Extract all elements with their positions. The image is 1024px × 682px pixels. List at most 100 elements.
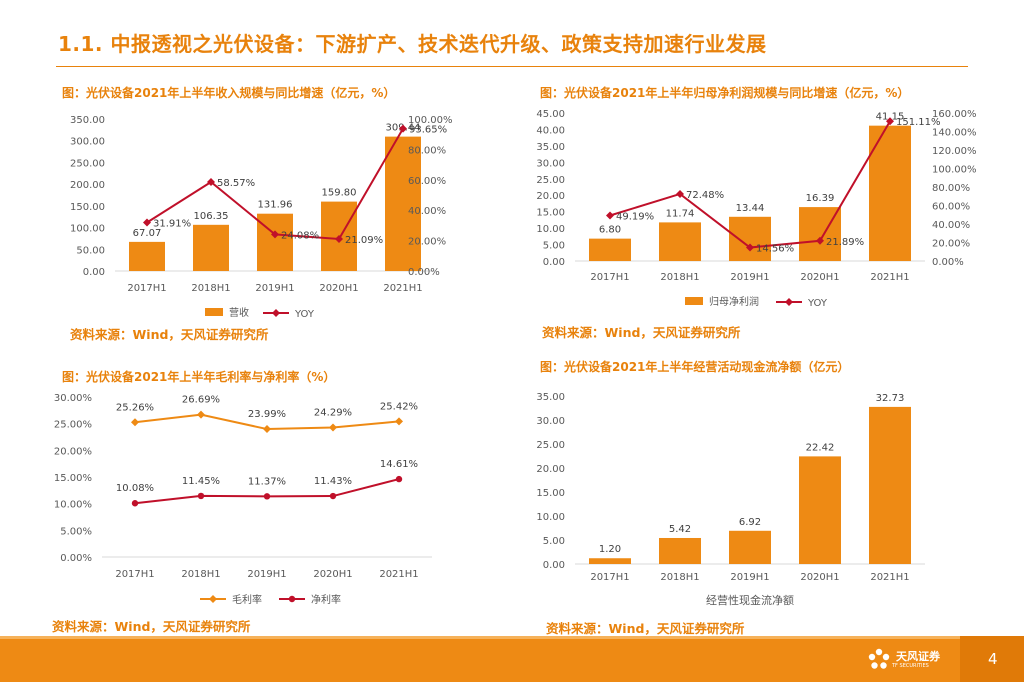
bar: [869, 125, 911, 261]
yoy-point: [335, 234, 343, 243]
y-tick-label: 30.00: [536, 158, 565, 169]
bar-value-label: 106.35: [194, 211, 229, 222]
netprofit-chart-title: 图：光伏设备2021年上半年归母净利润规模与同比增速（亿元，%）: [540, 86, 910, 100]
y-tick-label: 35.00: [536, 392, 565, 403]
y2-tick-label: 80.00%: [408, 145, 446, 156]
y2-tick-label: 0.00%: [408, 267, 440, 278]
y-tick-label: 0.00: [543, 560, 565, 571]
gross-margin-point: [263, 425, 271, 434]
bar-value-label: 5.42: [669, 524, 691, 535]
yoy-point: [746, 243, 754, 252]
y2-tick-label: 100.00%: [932, 165, 977, 176]
bar-value-label: 159.80: [322, 188, 357, 199]
cashflow-source: 资料来源：Wind，天风证券研究所: [546, 621, 745, 636]
y-tick-label: 350.00: [70, 115, 105, 126]
x-tick-label: 2019H1: [730, 572, 769, 583]
logo-sub: TF SECURITIES: [892, 663, 929, 669]
margin-value-label: 14.61%: [380, 459, 418, 470]
yoy-point: [399, 124, 407, 133]
y-tick-label: 25.00: [536, 175, 565, 186]
net-margin-point: [131, 500, 139, 507]
legend-label: 毛利率: [232, 593, 262, 606]
bar-value-label: 1.20: [599, 544, 621, 555]
page-number: 4: [988, 650, 998, 668]
x-tick-label: 2018H1: [660, 272, 699, 283]
y-tick-label: 100.00: [70, 224, 105, 235]
x-tick-label: 2018H1: [181, 569, 220, 580]
bar: [659, 222, 701, 261]
page-title: 1.1. 中报透视之光伏设备：下游扩产、技术迭代升级、政策支持加速行业发展: [58, 32, 767, 56]
legend-label: 净利率: [311, 593, 341, 606]
y-tick-label: 10.00: [536, 224, 565, 235]
yoy-value-label: 72.48%: [686, 190, 724, 201]
y-tick-label: 30.00: [536, 416, 565, 427]
margin-value-label: 25.26%: [116, 402, 154, 413]
margins-chart-title: 图：光伏设备2021年上半年毛利率与净利率（%）: [62, 370, 336, 384]
x-tick-label: 2021H1: [870, 272, 909, 283]
bar-value-label: 67.07: [133, 228, 162, 239]
x-tick-label: 2017H1: [127, 283, 166, 294]
bar: [869, 406, 911, 564]
revenue-source: 资料来源：Wind，天风证券研究所: [70, 327, 269, 342]
legend-marker: [209, 595, 217, 603]
bar: [799, 456, 841, 564]
y2-tick-label: 60.00%: [932, 202, 970, 213]
legend-bar-swatch: [205, 308, 223, 316]
legend-label: 归母净利润: [709, 295, 759, 308]
net-margin-point: [263, 493, 271, 500]
y2-tick-label: 160.00%: [932, 109, 977, 120]
yoy-point: [886, 117, 894, 126]
y-tick-label: 250.00: [70, 158, 105, 169]
y-tick-label: 5.00: [543, 241, 565, 252]
bar: [589, 558, 631, 564]
y-tick-label: 25.00%: [54, 420, 92, 431]
y-tick-label: 0.00%: [60, 553, 92, 564]
y-tick-label: 150.00: [70, 202, 105, 213]
x-tick-label: 2017H1: [590, 272, 629, 283]
bar: [659, 537, 701, 564]
y-tick-label: 15.00: [536, 208, 565, 219]
x-tick-label: 2021H1: [870, 572, 909, 583]
margin-value-label: 23.99%: [248, 409, 286, 420]
footer-band: [0, 636, 1024, 639]
y-tick-label: 0.00: [83, 267, 105, 278]
y2-tick-label: 140.00%: [932, 128, 977, 139]
x-tick-label: 2020H1: [313, 569, 352, 580]
yoy-point: [676, 189, 684, 198]
x-tick-label: 2020H1: [800, 272, 839, 283]
y-tick-label: 35.00: [536, 142, 565, 153]
x-tick-label: 2018H1: [191, 283, 230, 294]
net-margin-point: [329, 492, 337, 500]
bar-value-label: 22.42: [806, 442, 835, 453]
y-tick-label: 20.00: [536, 191, 565, 202]
legend-line-marker: [272, 309, 280, 317]
y-tick-label: 15.00: [536, 488, 565, 499]
x-tick-label: 2020H1: [319, 283, 358, 294]
y2-tick-label: 40.00%: [932, 220, 970, 231]
y-tick-label: 5.00%: [60, 526, 92, 537]
gross-margin-point: [197, 410, 205, 419]
yoy-point: [816, 236, 824, 245]
y2-tick-label: 80.00%: [932, 183, 970, 194]
yoy-point: [207, 177, 215, 186]
yoy-point: [271, 230, 279, 239]
y-tick-label: 45.00: [536, 109, 565, 120]
netprofit-chart: 0.00 5.00 10.00 15.00 20.00 25.00 30.00 35.00 40…: [536, 109, 977, 309]
legend-marker: [288, 595, 296, 603]
flower-logo-icon: [868, 648, 890, 669]
x-tick-label: 2017H1: [590, 572, 629, 583]
bar: [589, 238, 631, 261]
bar-value-label: 6.92: [739, 517, 761, 528]
revenue-chart-title: 图：光伏设备2021年上半年收入规模与同比增速（亿元，%）: [62, 86, 396, 100]
x-tick-label: 2018H1: [660, 572, 699, 583]
bar: [257, 213, 293, 271]
net-margin-point: [197, 492, 205, 500]
yoy-value-label: 93.65%: [409, 125, 447, 136]
x-tick-label: 2017H1: [115, 569, 154, 580]
y2-tick-label: 20.00%: [932, 239, 970, 250]
gross-margin-point: [131, 418, 139, 427]
yoy-value-label: 58.57%: [217, 178, 255, 189]
bar-value-label: 11.74: [666, 208, 695, 219]
x-tick-label: 2019H1: [247, 569, 286, 580]
legend-label: YOY: [807, 298, 828, 309]
